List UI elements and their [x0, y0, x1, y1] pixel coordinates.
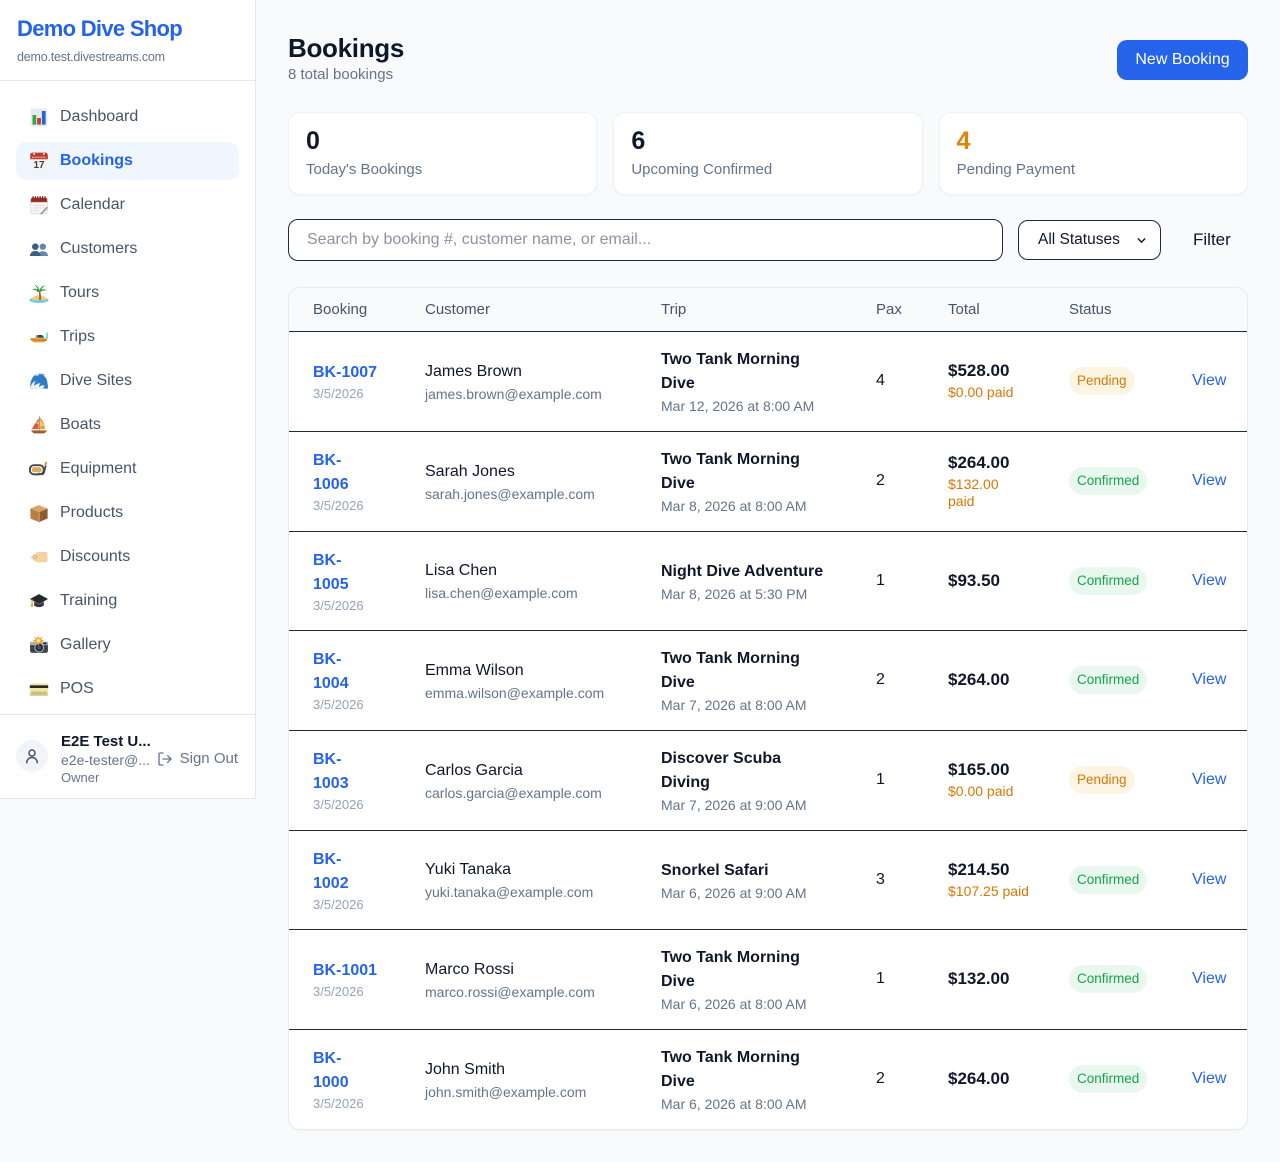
- svg-text:17: 17: [33, 160, 45, 171]
